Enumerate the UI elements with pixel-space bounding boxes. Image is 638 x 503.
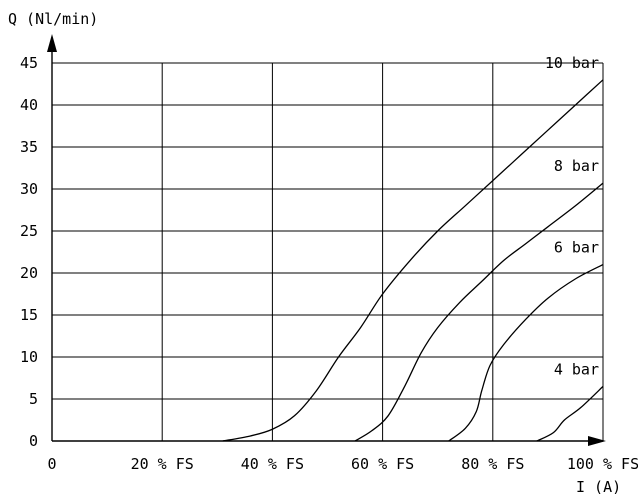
y-tick-label: 10 <box>20 348 38 366</box>
y-tick-labels: 0 5 10 15 20 25 30 35 40 45 <box>20 54 38 450</box>
y-tick-label: 15 <box>20 306 38 324</box>
x-axis-arrow <box>588 436 606 446</box>
y-tick-label: 5 <box>29 390 38 408</box>
x-tick-label: 100 % FS <box>567 455 638 473</box>
x-tick-label: 40 % FS <box>241 455 304 473</box>
x-tick-label: 0 <box>47 455 56 473</box>
series-label: 10 bar <box>545 54 599 72</box>
x-axis-title: I (A) <box>576 478 621 496</box>
y-tick-label: 30 <box>20 180 38 198</box>
series-line <box>222 79 604 442</box>
y-tick-label: 40 <box>20 96 38 114</box>
y-tick-label: 45 <box>20 54 38 72</box>
x-tick-label: 20 % FS <box>131 455 194 473</box>
grid-lines <box>52 62 604 441</box>
y-axis-arrow <box>47 34 57 52</box>
axes <box>47 34 606 446</box>
x-tick-label: 60 % FS <box>351 455 414 473</box>
y-tick-label: 0 <box>29 432 38 450</box>
y-axis-title: Q (Nl/min) <box>8 10 98 28</box>
x-tick-labels: 0 20 % FS 40 % FS 60 % FS 80 % FS 100 % FS <box>47 455 638 473</box>
y-tick-label: 20 <box>20 264 38 282</box>
y-tick-label: 35 <box>20 138 38 156</box>
x-tick-label: 80 % FS <box>461 455 524 473</box>
series-line <box>354 182 604 442</box>
series-label: 6 bar <box>554 239 599 257</box>
y-tick-label: 25 <box>20 222 38 240</box>
series-label: 4 bar <box>554 360 599 378</box>
series-curves <box>222 79 604 442</box>
series-label: 8 bar <box>554 157 599 175</box>
series-labels: 10 bar 8 bar 6 bar 4 bar <box>545 54 599 379</box>
series-line <box>448 264 604 442</box>
series-line <box>536 385 604 442</box>
